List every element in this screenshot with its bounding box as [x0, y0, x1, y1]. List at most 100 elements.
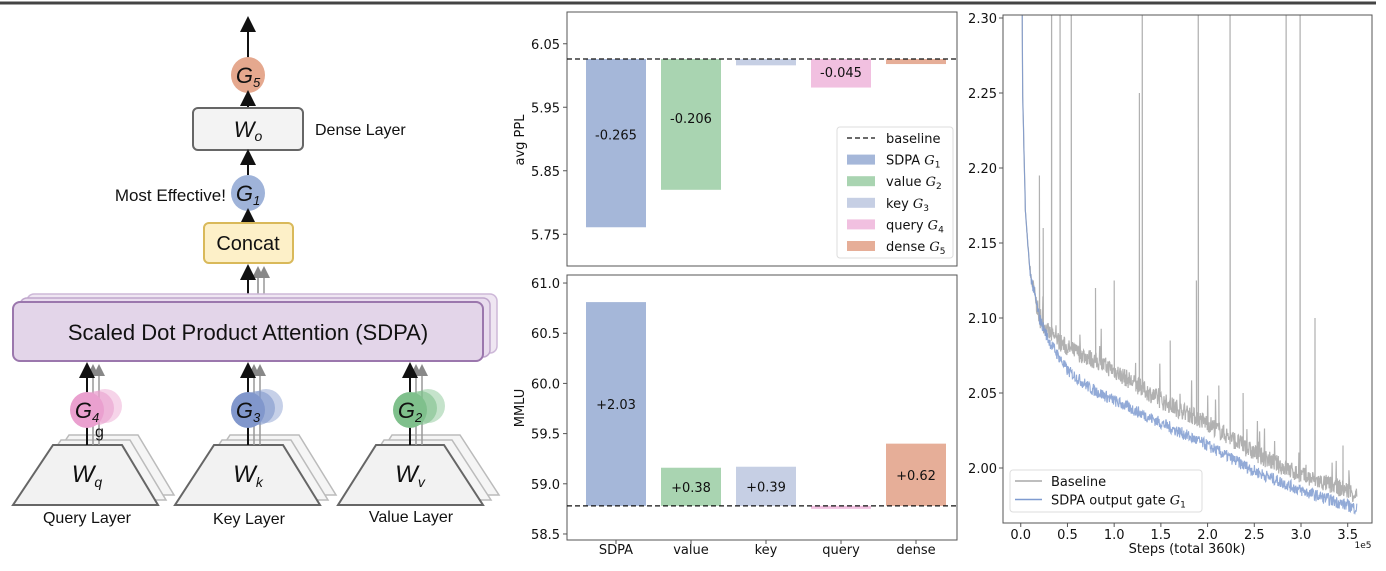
y-tick-label: 2.30 [968, 12, 997, 27]
ppl-legend: baseline SDPA G1 value G2 key G3 query G4 den… [836, 126, 954, 259]
bar-key [736, 466, 796, 506]
dense-layer-label: Dense Layer [315, 122, 406, 139]
svg-text:G1: G1 [236, 181, 260, 208]
data-label: -0.045 [820, 66, 862, 81]
data-label: +0.62 [896, 469, 936, 484]
gate-g2 [393, 392, 427, 428]
data-label: +2.03 [596, 398, 636, 413]
data-label: +0.38 [671, 481, 711, 496]
data-label: -0.265 [595, 129, 637, 144]
key-column: Wk G3 [173, 362, 338, 506]
ppl-bar-chart: avg PPL 6.05 5.95 5.85 5.75 -0.265 -0.206 -0.0… [513, 11, 958, 267]
mmlu-ylabel: MMLU [513, 389, 528, 428]
ppl-plot-frame [566, 11, 958, 267]
bar-dense [886, 58, 946, 65]
y-tick-label: 6.05 [531, 38, 560, 53]
x-tick-label: 0.0 [1010, 528, 1031, 543]
query-column: Wq G4 [11, 362, 176, 506]
x-tick-label: SDPA [599, 543, 633, 558]
loss-plot-frame [1002, 14, 1373, 524]
y-tick-label: 61.0 [531, 277, 560, 292]
x-tick-label: 1.5 [1151, 528, 1172, 543]
y-tick-label: 59.0 [531, 478, 560, 493]
svg-text:Scaled Dot Product Attention (: Scaled Dot Product Attention (SDPA) [68, 320, 428, 345]
sdpa-box: Scaled Dot Product Attention (SDPA) [12, 293, 498, 362]
g-mark: g [95, 424, 104, 441]
series-sdpa-output-gate [1021, 15, 1358, 516]
legend-swatch [847, 176, 875, 187]
gate-label: G3 [236, 398, 261, 425]
data-label: -0.206 [670, 112, 712, 127]
x-tick-label: 3.5 [1337, 528, 1358, 543]
loss-x-scale: 1e5 [1355, 541, 1372, 551]
bar-SDPA [586, 302, 646, 506]
svg-text:G5: G5 [236, 63, 261, 90]
ppl-ylabel: avg PPL [513, 114, 528, 166]
legend-entry: SDPA output gate G1 [1051, 494, 1186, 511]
bar-dense [886, 443, 946, 506]
bar-value [661, 467, 721, 506]
most-effective-label: Most Effective! [115, 186, 226, 205]
y-tick-label: 5.75 [531, 228, 560, 243]
loss-legend: Baseline SDPA output gate G1 [1009, 469, 1203, 513]
legend-entry: baseline [886, 132, 940, 147]
data-label: +0.39 [746, 480, 786, 495]
query-layer-label: Query Layer [43, 510, 132, 527]
mmlu-plot-frame [566, 274, 958, 541]
dense-layer-box: Wo [192, 107, 304, 151]
value-column: Wv G2 [336, 362, 501, 506]
key-layer-label: Key Layer [213, 511, 286, 528]
y-tick-label: 58.5 [531, 528, 560, 543]
gate-label: G2 [398, 398, 423, 425]
gate-g1: G1 [231, 175, 265, 211]
gate-label: G4 [75, 398, 99, 425]
gate-g4 [70, 392, 104, 428]
x-tick-label: 3.0 [1291, 528, 1312, 543]
y-tick-label: 2.20 [968, 162, 997, 177]
bar-value [661, 58, 721, 190]
bar-SDPA [586, 58, 646, 228]
gate-g3 [231, 392, 265, 428]
projection-weight-label: Wq [72, 461, 103, 490]
legend-entry: query G4 [886, 218, 944, 235]
x-tick-label: 2.5 [1244, 528, 1265, 543]
bar-key [736, 58, 796, 66]
svg-text:Concat: Concat [216, 233, 280, 255]
architecture-diagram: G5 Wo Dense Layer G1 Most Effective! Con… [11, 16, 501, 528]
x-tick-label: 0.5 [1057, 528, 1078, 543]
legend-entry: Baseline [1051, 475, 1106, 490]
legend-entry: dense G5 [886, 240, 946, 257]
bar-query [811, 58, 871, 88]
x-tick-label: query [822, 543, 860, 558]
y-tick-label: 60.0 [531, 377, 560, 392]
series-baseline [1021, 15, 1358, 502]
y-tick-label: 2.05 [968, 387, 997, 402]
svg-text:Wo: Wo [234, 117, 263, 144]
y-tick-label: 59.5 [531, 428, 560, 443]
legend-entry: value G2 [886, 175, 942, 192]
x-tick-label: 1.0 [1104, 528, 1125, 543]
y-tick-label: 2.25 [968, 87, 997, 102]
y-tick-label: 60.5 [531, 327, 560, 342]
legend-swatch [847, 154, 875, 165]
legend-swatch [847, 241, 875, 251]
x-tick-label: value [673, 543, 709, 558]
x-tick-label: dense [896, 543, 935, 558]
projection-weight-label: Wv [395, 461, 426, 490]
mmlu-bar-chart: MMLU 61.0 60.5 60.0 59.5 59.0 58.5 +2.03 +0.38 +… [513, 274, 958, 558]
legend-swatch [847, 219, 875, 230]
legend-entry: SDPA G1 [886, 154, 940, 171]
value-layer-label: Value Layer [369, 509, 454, 526]
legend-swatch [847, 197, 875, 208]
gate-g5: G5 [231, 57, 265, 93]
y-tick-label: 2.10 [968, 312, 997, 327]
y-tick-label: 2.15 [968, 237, 997, 252]
loss-xlabel: Steps (total 360k) [1129, 542, 1246, 557]
y-tick-label: 2.00 [968, 462, 997, 477]
loss-line-chart: Steps (total 360k) 1e5 2.30 2.25 2.20 2.15 2… [968, 12, 1373, 557]
concat-box: Concat [203, 222, 294, 264]
legend-entry: key G3 [886, 197, 929, 214]
y-tick-label: 5.95 [531, 101, 560, 116]
x-tick-label: key [755, 543, 778, 558]
